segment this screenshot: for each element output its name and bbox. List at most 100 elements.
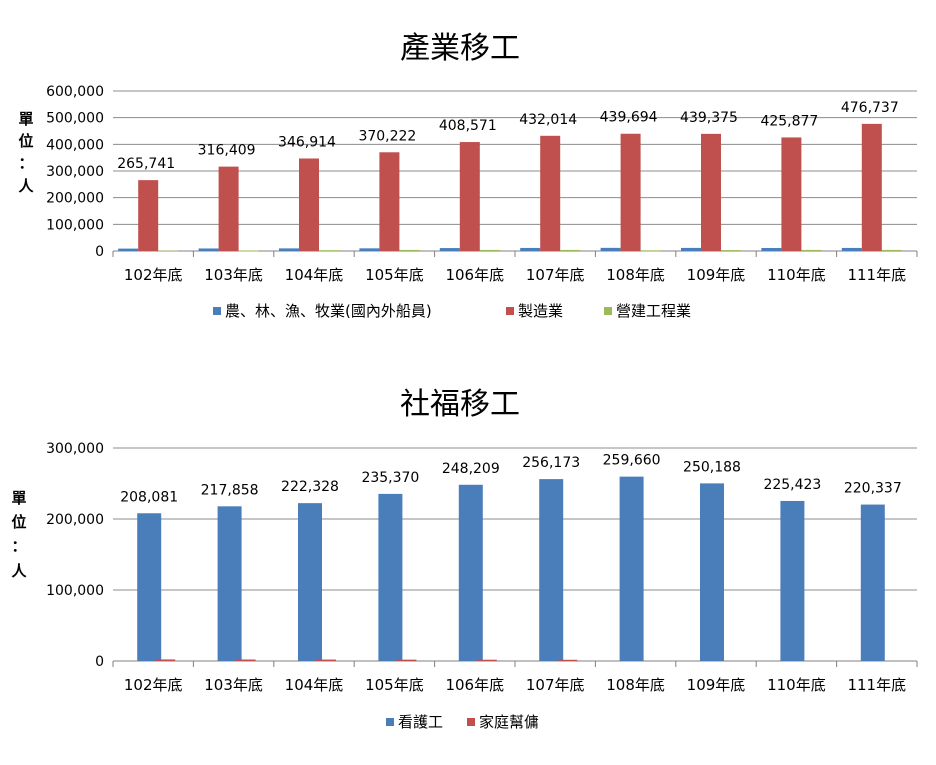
bar-1 xyxy=(841,247,862,251)
y-tick-label: 100,000 xyxy=(46,583,104,599)
data-label: 432,014 xyxy=(519,112,577,128)
x-tick-label: 108年底 xyxy=(606,676,665,694)
bar-1 xyxy=(520,247,541,251)
bar-3 xyxy=(560,249,581,251)
x-tick-label: 105年底 xyxy=(365,676,424,694)
x-tick-label: 110年底 xyxy=(767,266,826,284)
data-label: 425,877 xyxy=(760,113,818,129)
legend-label: 營建工程業 xyxy=(616,302,691,320)
x-tick-label: 107年底 xyxy=(526,266,585,284)
legend-label: 看護工 xyxy=(398,713,443,731)
x-tick-label: 111年底 xyxy=(847,676,906,694)
bar-1 xyxy=(137,513,162,661)
data-label: 222,328 xyxy=(281,479,339,495)
data-label: 217,858 xyxy=(201,482,259,498)
bar-2 xyxy=(781,137,802,251)
x-tick-label: 104年底 xyxy=(285,266,344,284)
y-tick-label: 0 xyxy=(95,654,104,670)
x-tick-label: 106年底 xyxy=(445,676,504,694)
data-label: 476,737 xyxy=(841,100,899,116)
data-label: 208,081 xyxy=(120,489,178,505)
bar-3 xyxy=(399,249,420,251)
bar-3 xyxy=(640,250,661,252)
x-tick-label: 103年底 xyxy=(204,266,263,284)
data-label: 256,173 xyxy=(522,455,580,471)
bar-1 xyxy=(619,476,644,661)
bar-1 xyxy=(700,483,724,661)
bar-3 xyxy=(881,249,902,251)
y-tick-label: 600,000 xyxy=(46,84,104,100)
data-label: 250,188 xyxy=(683,459,741,475)
bar-1 xyxy=(378,493,403,661)
x-tick-label: 102年底 xyxy=(124,266,183,284)
bar-1 xyxy=(458,484,483,661)
bar-3 xyxy=(479,249,500,251)
legend-swatch xyxy=(467,718,475,726)
bar-1 xyxy=(761,248,782,251)
legend-swatch xyxy=(386,718,394,726)
y-tick-label: 200,000 xyxy=(46,191,104,207)
bar-1 xyxy=(780,500,805,661)
bar-3 xyxy=(319,250,339,252)
x-tick-label: 110年底 xyxy=(767,676,826,694)
bar-2 xyxy=(316,659,336,661)
bar-2 xyxy=(379,152,400,251)
bar-3 xyxy=(158,250,179,252)
legend-label: 製造業 xyxy=(518,302,563,320)
data-label: 225,423 xyxy=(763,477,821,493)
bar-2 xyxy=(620,133,641,251)
chart-title: 產業移工 xyxy=(400,31,520,66)
y-tick-label: 400,000 xyxy=(46,137,104,153)
bar-1 xyxy=(439,248,460,251)
x-tick-label: 102年底 xyxy=(124,676,183,694)
bar-1 xyxy=(359,248,380,251)
x-tick-label: 107年底 xyxy=(526,676,585,694)
bar-3 xyxy=(721,250,741,252)
data-label: 316,409 xyxy=(198,143,256,159)
chart-title: 社福移工 xyxy=(400,387,520,422)
bar-2 xyxy=(701,133,721,251)
x-tick-label: 105年底 xyxy=(365,266,424,284)
bar-1 xyxy=(600,247,621,251)
data-label: 439,375 xyxy=(680,110,738,126)
data-label: 220,337 xyxy=(844,481,902,497)
y-tick-label: 0 xyxy=(95,244,104,260)
data-label: 265,741 xyxy=(117,156,175,172)
y-axis-label: 單位：人 xyxy=(11,489,27,580)
y-tick-label: 100,000 xyxy=(46,217,104,233)
bar-1 xyxy=(279,248,299,251)
legend-label: 農、林、漁、牧業(國內外船員) xyxy=(225,302,432,320)
bar-2 xyxy=(476,659,497,661)
data-label: 408,571 xyxy=(439,118,497,134)
x-tick-label: 103年底 xyxy=(204,676,263,694)
data-label: 346,914 xyxy=(278,134,336,150)
data-label: 439,694 xyxy=(600,110,658,126)
bar-1 xyxy=(860,504,885,661)
x-tick-label: 104年底 xyxy=(285,676,344,694)
bar-3 xyxy=(238,250,259,252)
y-axis-label: 單位：人 xyxy=(18,110,34,195)
x-tick-label: 109年底 xyxy=(687,676,746,694)
bar-2 xyxy=(557,659,578,661)
bar-2 xyxy=(861,123,882,251)
data-label: 248,209 xyxy=(442,461,500,477)
bar-2 xyxy=(138,180,159,251)
y-tick-label: 300,000 xyxy=(46,441,104,457)
bar-1 xyxy=(118,248,139,251)
legend-swatch xyxy=(213,307,221,315)
x-tick-label: 111年底 xyxy=(847,266,906,284)
bar-2 xyxy=(540,135,561,251)
bar-2 xyxy=(299,158,319,251)
legend-swatch xyxy=(604,307,612,315)
bar-1 xyxy=(298,503,322,661)
bar-2 xyxy=(155,659,176,661)
bar-1 xyxy=(681,247,701,251)
y-tick-label: 200,000 xyxy=(46,512,104,528)
bar-1 xyxy=(539,479,564,661)
x-tick-label: 106年底 xyxy=(445,266,504,284)
legend-swatch xyxy=(506,307,514,315)
bar-1 xyxy=(198,248,219,251)
